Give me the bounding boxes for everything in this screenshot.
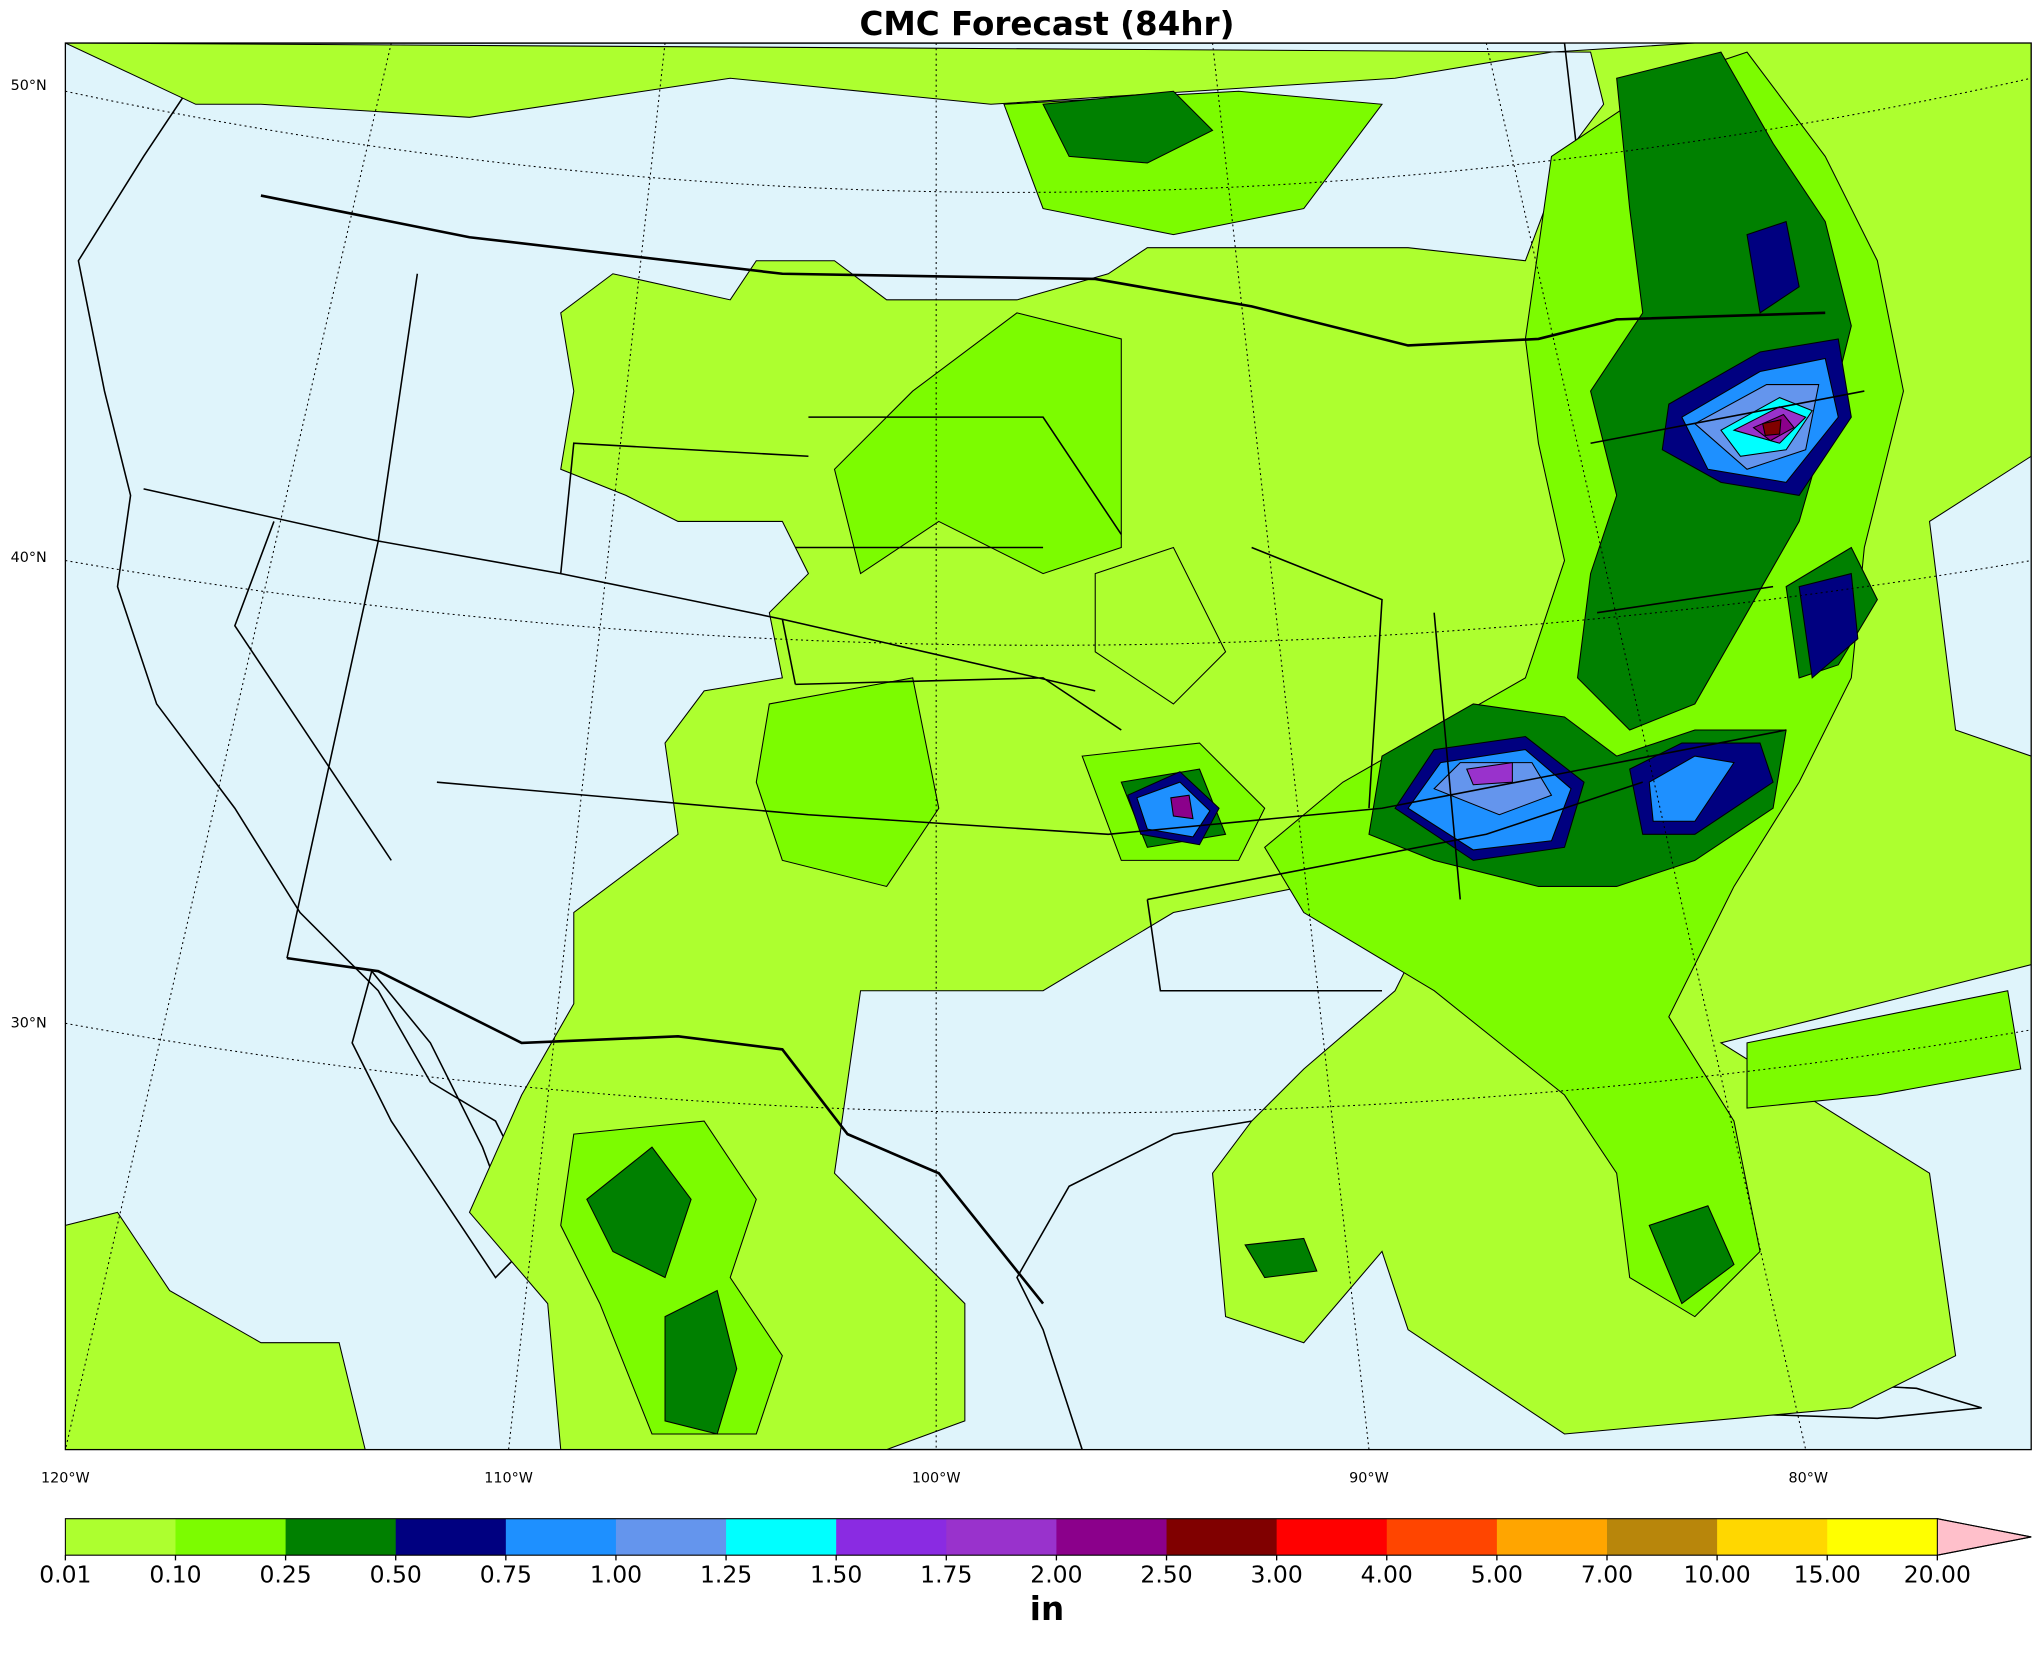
colorbar-bin (505, 1518, 617, 1556)
lon-label: 110°W (484, 1470, 533, 1486)
colorbar-tick-label: 0.25 (259, 1561, 311, 1589)
colorbar-bin (285, 1518, 397, 1556)
colorbar-tick-label: 1.50 (810, 1561, 862, 1589)
lat-labels: 50°N 40°N 30°N (11, 78, 47, 1031)
colorbar-tick-label: 2.50 (1140, 1561, 1192, 1589)
colorbar-bin (1056, 1518, 1168, 1556)
borders (143, 194, 1865, 1305)
colorbar-tick-label: 15.00 (1794, 1561, 1861, 1589)
colorbar-tick-label: 0.75 (480, 1561, 532, 1589)
lon-label: 100°W (912, 1470, 961, 1486)
colorbar-bin (1166, 1518, 1278, 1556)
colorbar-bin (1606, 1518, 1718, 1556)
colorbar-bin (1496, 1518, 1608, 1556)
colorbar-tick-label: 3.00 (1251, 1561, 1303, 1589)
lat-label: 50°N (11, 78, 47, 94)
colorbar-tick-label: 2.00 (1030, 1561, 1082, 1589)
colorbar-tick-label: 1.25 (700, 1561, 752, 1589)
lon-label: 90°W (1349, 1470, 1389, 1486)
lon-label: 120°W (41, 1470, 90, 1486)
colorbar-bin (1827, 1518, 1938, 1556)
lon-label: 80°W (1788, 1470, 1828, 1486)
colorbar-bin (1717, 1518, 1828, 1556)
colorbar-tick-label: 10.00 (1684, 1561, 1751, 1589)
colorbar-tick-label: 5.00 (1471, 1561, 1523, 1589)
map-title: CMC Forecast (84hr) (859, 5, 1234, 43)
lon-labels: 120°W 110°W 100°W 90°W 80°W (41, 1470, 1828, 1486)
colorbar-bin (946, 1518, 1058, 1556)
colorbar-bin (726, 1518, 837, 1556)
colorbar-tick-label: 4.00 (1361, 1561, 1413, 1589)
colorbar-outline (64, 1518, 2032, 1556)
colorbar-tick-label: 7.00 (1581, 1561, 1633, 1589)
colorbar-tick-label: 0.01 (39, 1561, 91, 1589)
colorbar-tick-label: 1.00 (590, 1561, 642, 1589)
colorbar-bin (615, 1518, 727, 1556)
graticule (65, 43, 2032, 1450)
colorbar-tick-label: 20.00 (1904, 1561, 1971, 1589)
map-panel (64, 42, 2032, 1451)
precipitation-contours (65, 43, 2032, 1450)
colorbar-bin (65, 1518, 177, 1556)
colorbar: 0.01 0.10 0.25 0.50 0.75 1.00 1.25 1.50 1.75 2.00… (39, 1518, 2032, 1628)
map-frame (64, 42, 2032, 1451)
colorbar-bin (395, 1518, 507, 1556)
colorbar-bin (1276, 1518, 1388, 1556)
colorbar-bin (1386, 1518, 1498, 1556)
lat-label: 40°N (11, 550, 47, 566)
colorbar-tick-label: 0.50 (370, 1561, 422, 1589)
colorbar-tick-label: 1.75 (920, 1561, 972, 1589)
lat-label: 30°N (11, 1015, 47, 1031)
colorbar-unit: in (1030, 1590, 1064, 1628)
colorbar-bin (175, 1518, 287, 1556)
colorbar-extend (1936, 1518, 2032, 1556)
colorbar-bin (836, 1518, 947, 1556)
colorbar-tick-label: 0.10 (149, 1561, 201, 1589)
